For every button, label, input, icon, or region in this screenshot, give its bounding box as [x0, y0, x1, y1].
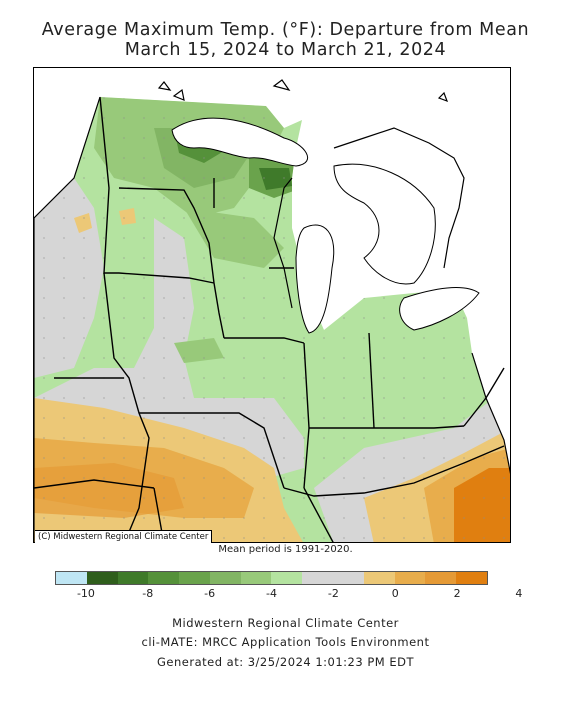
legend-tick-label: 2: [453, 587, 461, 600]
legend-tick-label: -6: [204, 587, 216, 600]
map-title: Average Maximum Temp. (°F): Departure fr…: [41, 20, 530, 40]
legend-swatch-3: [148, 572, 180, 584]
legend-swatch-8: [302, 572, 334, 584]
legend-tick-label: 4: [515, 587, 523, 600]
legend-tick-label: 0: [391, 587, 399, 600]
legend-tick-label: -4: [266, 587, 277, 600]
legend-swatch-11: [394, 572, 426, 584]
legend-swatch-6: [240, 572, 272, 584]
footer-generated: Generated at: 3/25/2024 1:01:23 PM EDT: [156, 655, 415, 669]
legend-tick-label: -10: [76, 587, 95, 600]
legend-tick-label: -2: [327, 587, 339, 600]
legend-swatch-0: [56, 572, 87, 584]
mean-period-note: Mean period is 1991-2020.: [218, 544, 353, 555]
great-lakes: [171, 117, 480, 334]
legend-swatch-10: [363, 572, 395, 584]
legend-swatch-1: [86, 572, 118, 584]
color-legend: [55, 571, 488, 585]
legend-swatch-13: [456, 572, 487, 584]
legend-swatch-12: [425, 572, 457, 584]
legend-swatch-5: [209, 572, 241, 584]
legend-tick-labels: -10-8-6-4-20246: [55, 587, 522, 601]
legend-tick-label: -8: [142, 587, 154, 600]
legend-swatch-2: [117, 572, 149, 584]
state-boundaries: [34, 96, 505, 542]
legend-swatch-9: [333, 572, 364, 584]
legend-swatch-7: [271, 572, 303, 584]
footer-tool: cli-MATE: MRCC Application Tools Environ…: [141, 635, 430, 649]
land-outline: [34, 79, 510, 542]
map-credit: (C) Midwestern Regional Climate Center: [35, 530, 213, 543]
map-date-range: March 15, 2024 to March 21, 2024: [124, 40, 447, 60]
legend-swatch-4: [179, 572, 210, 584]
map-frame: [33, 67, 511, 543]
footer-organization: Midwestern Regional Climate Center: [172, 616, 399, 630]
temperature-departure-map: [34, 79, 510, 542]
